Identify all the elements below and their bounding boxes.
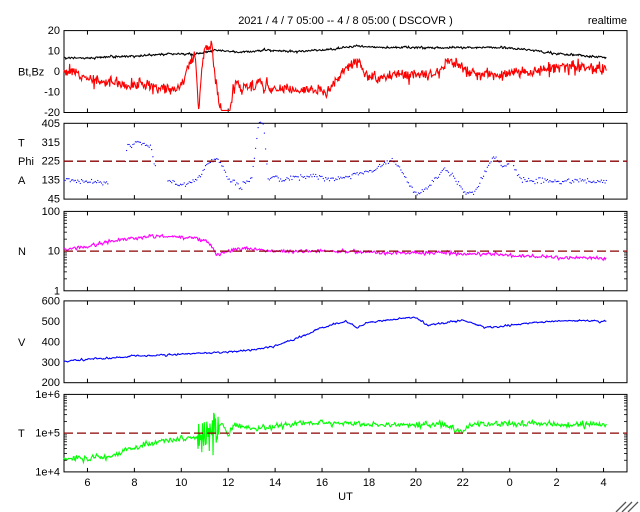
svg-text:10: 10 [48,46,60,58]
svg-text:2021 / 4 / 7 05:00 -- 4 / 8: 2021 / 4 / 7 05:00 -- 4 / 8 05:00 ( DSCO… [238,15,453,27]
svg-text:8: 8 [131,477,137,489]
svg-text:6: 6 [84,477,90,489]
svg-text:A: A [18,175,26,187]
svg-text:600: 600 [42,295,60,307]
svg-text:2: 2 [554,477,560,489]
svg-text:135: 135 [42,175,60,187]
svg-text:0: 0 [54,66,60,78]
svg-text:315: 315 [42,137,60,149]
svg-text:200: 200 [42,377,60,389]
svg-text:14: 14 [269,477,281,489]
svg-text:Bt,Bz: Bt,Bz [18,67,44,79]
svg-text:-10: -10 [44,87,60,99]
svg-text:500: 500 [42,316,60,328]
svg-text:T: T [18,428,25,440]
svg-text:realtime: realtime [588,15,627,27]
svg-text:12: 12 [222,477,234,489]
svg-text:20: 20 [48,25,60,37]
svg-text:20: 20 [410,477,422,489]
svg-text:45: 45 [48,194,60,206]
svg-text:1e+6: 1e+6 [35,389,60,401]
svg-text:0: 0 [507,477,513,489]
svg-text:N: N [18,246,26,258]
svg-text:10: 10 [48,246,60,258]
svg-text:1e+4: 1e+4 [35,466,60,478]
svg-text:300: 300 [42,357,60,369]
svg-text:UT: UT [338,491,353,503]
svg-text:16: 16 [316,477,328,489]
svg-text:V: V [18,337,26,349]
svg-text:100: 100 [42,206,60,218]
svg-text:400: 400 [42,336,60,348]
svg-text:22: 22 [457,477,469,489]
svg-text:18: 18 [363,477,375,489]
svg-text:T: T [18,137,25,149]
svg-text:4: 4 [600,477,606,489]
svg-text:405: 405 [42,118,60,130]
svg-text:10: 10 [175,477,187,489]
svg-text:1e+5: 1e+5 [35,428,60,440]
svg-text:225: 225 [42,156,60,168]
svg-text:Phi: Phi [18,156,34,168]
